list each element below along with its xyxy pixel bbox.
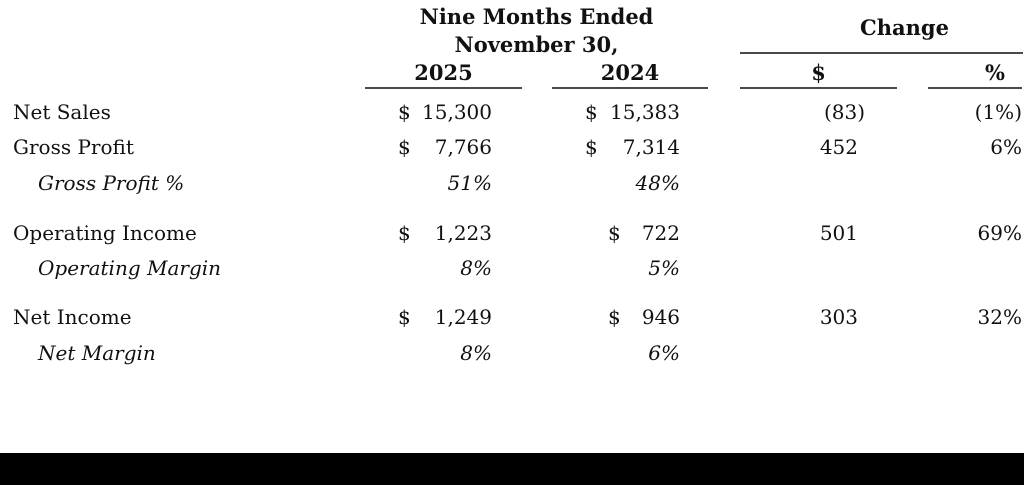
value-2025: 8% [365, 341, 522, 365]
amount: 501 [819, 221, 858, 245]
value-change-percent: 6% [928, 135, 1022, 159]
column-underline-2025 [365, 87, 522, 89]
amount: 7,766 [434, 135, 492, 159]
value-2025: $ 1,249 [365, 305, 522, 329]
row-gross-profit-percent: Gross Profit % 51% 48% [0, 171, 1024, 195]
amount: 8% [460, 256, 492, 280]
period-header-line1: Nine Months Ended [419, 4, 654, 29]
value-change-dollar: (83) [740, 100, 897, 124]
currency-symbol: $ [398, 100, 411, 124]
row-label: Gross Profit [13, 135, 134, 159]
period-header: Nine Months Ended November 30, [365, 3, 708, 59]
row-gross-profit: Gross Profit $ 7,766 $ 7,314 452 6% [0, 135, 1024, 159]
column-header-2024: 2024 [600, 60, 660, 85]
amount: 32% [977, 305, 1022, 329]
currency-symbol: $ [608, 221, 621, 245]
amount: 15,300 [422, 100, 492, 124]
value-2025: $ 15,300 [365, 100, 522, 124]
value-2024: $ 946 [552, 305, 708, 329]
row-label: Operating Income [13, 221, 197, 245]
currency-symbol: $ [585, 100, 598, 124]
row-net-margin: Net Margin 8% 6% [0, 341, 1024, 365]
value-change-dollar: 452 [740, 135, 897, 159]
bottom-black-bar [0, 453, 1024, 485]
amount: 69% [977, 221, 1022, 245]
column-underline-2024 [552, 87, 708, 89]
amount: 946 [641, 305, 680, 329]
value-2024: $ 15,383 [552, 100, 708, 124]
currency-symbol: $ [608, 305, 621, 329]
amount: 15,383 [610, 100, 680, 124]
value-2024: $ 722 [552, 221, 708, 245]
row-label: Operating Margin [38, 256, 222, 280]
currency-symbol: $ [398, 305, 411, 329]
value-2024: 5% [552, 256, 708, 280]
amount: 8% [460, 341, 492, 365]
change-header: Change [860, 15, 949, 40]
value-change-dollar: 303 [740, 305, 897, 329]
amount: 48% [635, 171, 680, 195]
value-change-dollar: 501 [740, 221, 897, 245]
value-2024: $ 7,314 [552, 135, 708, 159]
amount: 303 [819, 305, 858, 329]
value-change-percent: 69% [928, 221, 1022, 245]
change-underline [740, 52, 1023, 54]
period-header-line2: November 30, [454, 32, 619, 57]
amount: 5% [648, 256, 680, 280]
amount: 6% [990, 135, 1022, 159]
value-2025: 8% [365, 256, 522, 280]
amount: 7,314 [622, 135, 680, 159]
currency-symbol: $ [398, 221, 411, 245]
column-header-change-percent: % [985, 60, 1005, 85]
amount: 51% [447, 171, 492, 195]
row-label: Net Margin [38, 341, 156, 365]
value-2024: 48% [552, 171, 708, 195]
amount: 6% [648, 341, 680, 365]
amount: (83) [823, 100, 865, 124]
column-underline-change-dollar [740, 87, 897, 89]
currency-symbol: $ [585, 135, 598, 159]
row-label: Net Sales [13, 100, 111, 124]
row-label: Net Income [13, 305, 132, 329]
value-2025: 51% [365, 171, 522, 195]
row-operating-margin: Operating Margin 8% 5% [0, 256, 1024, 280]
row-label: Gross Profit % [38, 171, 185, 195]
amount: 452 [819, 135, 858, 159]
column-underline-change-percent [928, 87, 1022, 89]
row-net-sales: Net Sales $ 15,300 $ 15,383 (83) (1%) [0, 100, 1024, 124]
amount: 1,249 [434, 305, 492, 329]
amount: (1%) [974, 100, 1022, 124]
row-net-income: Net Income $ 1,249 $ 946 303 32% [0, 305, 1024, 329]
value-2025: $ 1,223 [365, 221, 522, 245]
value-2025: $ 7,766 [365, 135, 522, 159]
amount: 722 [641, 221, 680, 245]
column-header-change-dollar: $ [811, 60, 826, 85]
value-2024: 6% [552, 341, 708, 365]
value-change-percent: (1%) [928, 100, 1022, 124]
amount: 1,223 [434, 221, 492, 245]
row-operating-income: Operating Income $ 1,223 $ 722 501 69% [0, 221, 1024, 245]
column-header-2025: 2025 [414, 60, 473, 85]
value-change-percent: 32% [928, 305, 1022, 329]
currency-symbol: $ [398, 135, 411, 159]
